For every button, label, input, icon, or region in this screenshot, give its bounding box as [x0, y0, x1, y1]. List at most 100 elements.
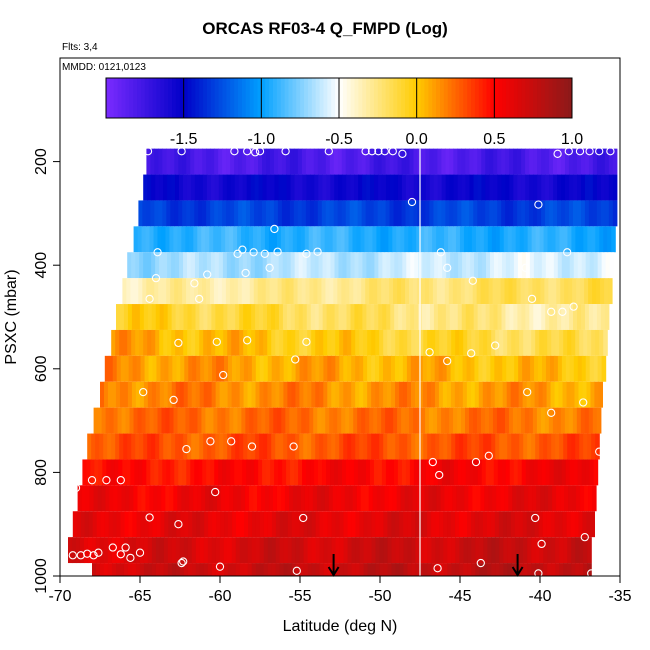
heatmap-cell — [415, 563, 421, 576]
heatmap-cell — [384, 226, 389, 253]
heatmap-cell — [219, 329, 224, 356]
heatmap-cell — [425, 200, 431, 227]
heatmap-cell — [302, 252, 308, 279]
heatmap-cell — [494, 381, 500, 408]
sample-points — [68, 147, 623, 578]
heatmap-cell — [521, 459, 527, 486]
heatmap-cell — [437, 200, 442, 227]
heatmap-cell — [243, 355, 249, 382]
heatmap-cell — [599, 329, 604, 356]
heatmap-cell — [419, 537, 425, 564]
heatmap-cell — [474, 252, 479, 279]
heatmap-cell — [210, 252, 216, 279]
sample-point — [531, 513, 540, 523]
heatmap-cell — [483, 226, 489, 253]
heatmap-cell — [297, 278, 303, 305]
heatmap-cell — [137, 226, 143, 253]
heatmap-cell — [474, 511, 480, 538]
heatmap-cell — [459, 433, 464, 460]
heatmap-cell — [307, 433, 312, 460]
sample-point — [121, 543, 130, 552]
heatmap-cell — [435, 329, 440, 356]
heatmap-cell — [165, 407, 171, 434]
heatmap-cell — [207, 329, 212, 356]
colorbar-segment — [451, 78, 456, 118]
heatmap-cell — [218, 174, 224, 201]
heatmap-cell — [369, 200, 375, 227]
heatmap-cell — [296, 485, 302, 512]
heatmap-cell — [458, 381, 464, 408]
heatmap-cell — [594, 381, 600, 408]
sample-point — [367, 147, 377, 156]
heatmap-cell — [589, 459, 595, 486]
heatmap-cell — [385, 407, 390, 434]
heatmap-cell — [379, 433, 384, 460]
heatmap-cell — [356, 485, 362, 512]
heatmap-cell — [580, 148, 586, 175]
heatmap-cell — [255, 329, 260, 356]
heatmap-cell — [514, 381, 520, 408]
heatmap-cell — [107, 563, 113, 576]
heatmap-cell — [416, 226, 421, 253]
heatmap-cell — [198, 174, 204, 201]
heatmap-cell — [486, 252, 491, 279]
heatmap-cell — [555, 226, 561, 253]
heatmap-cell — [258, 174, 264, 201]
heatmap-cell — [282, 252, 288, 279]
heatmap-cell — [542, 381, 548, 408]
heatmap-cell — [139, 304, 145, 330]
heatmap-cell — [455, 329, 460, 356]
heatmap-cell — [298, 174, 303, 201]
heatmap-cell — [438, 252, 443, 279]
colorbar-segment — [199, 78, 204, 118]
heatmap-cell — [493, 252, 499, 279]
heatmap-cell — [551, 433, 556, 460]
heatmap-cell — [439, 511, 444, 538]
colorbar-segment — [137, 78, 142, 118]
heatmap-cell — [201, 485, 206, 512]
heatmap-cell — [249, 407, 254, 434]
heatmap-cell — [455, 226, 461, 253]
heatmap-cell — [146, 200, 151, 227]
heatmap-cell — [467, 563, 472, 576]
heatmap-cell — [277, 278, 283, 305]
heatmap-cell — [555, 329, 560, 356]
heatmap-cell — [233, 226, 238, 253]
heatmap-cell — [226, 200, 231, 227]
heatmap-cell — [590, 381, 596, 408]
heatmap-cell — [188, 511, 193, 538]
heatmap-cell — [162, 148, 167, 175]
heatmap-cell — [549, 148, 554, 175]
heatmap-cell — [382, 252, 387, 279]
heatmap-cell — [497, 174, 502, 201]
heatmap-cell — [393, 174, 399, 201]
heatmap-cell — [415, 381, 420, 408]
heatmap-cell — [592, 174, 598, 201]
heatmap-cell — [246, 459, 251, 486]
heatmap-cell — [322, 459, 327, 486]
heatmap-cell — [91, 537, 97, 564]
heatmap-cell — [528, 278, 533, 305]
heatmap-cell — [189, 226, 194, 253]
heatmap-cell — [538, 355, 543, 382]
heatmap-cell — [103, 563, 109, 576]
heatmap-cell — [387, 511, 392, 538]
heatmap-cell — [162, 459, 167, 486]
sample-point — [265, 263, 274, 272]
heatmap-cell — [202, 459, 207, 486]
heatmap-cell — [498, 355, 503, 382]
heatmap-cell — [604, 174, 610, 201]
heatmap-cell — [155, 563, 161, 576]
heatmap-cell — [556, 407, 562, 434]
heatmap-cell — [487, 329, 492, 356]
heatmap-cell — [317, 407, 322, 434]
heatmap-cell — [544, 278, 549, 305]
colorbar-segment — [222, 78, 227, 118]
colorbar-segment — [494, 78, 499, 118]
heatmap-cell — [151, 329, 156, 356]
heatmap-cell — [326, 459, 331, 486]
heatmap-cell — [423, 433, 428, 460]
heatmap-cell — [290, 304, 296, 330]
heatmap-cell — [135, 304, 141, 330]
sample-point — [151, 273, 161, 283]
